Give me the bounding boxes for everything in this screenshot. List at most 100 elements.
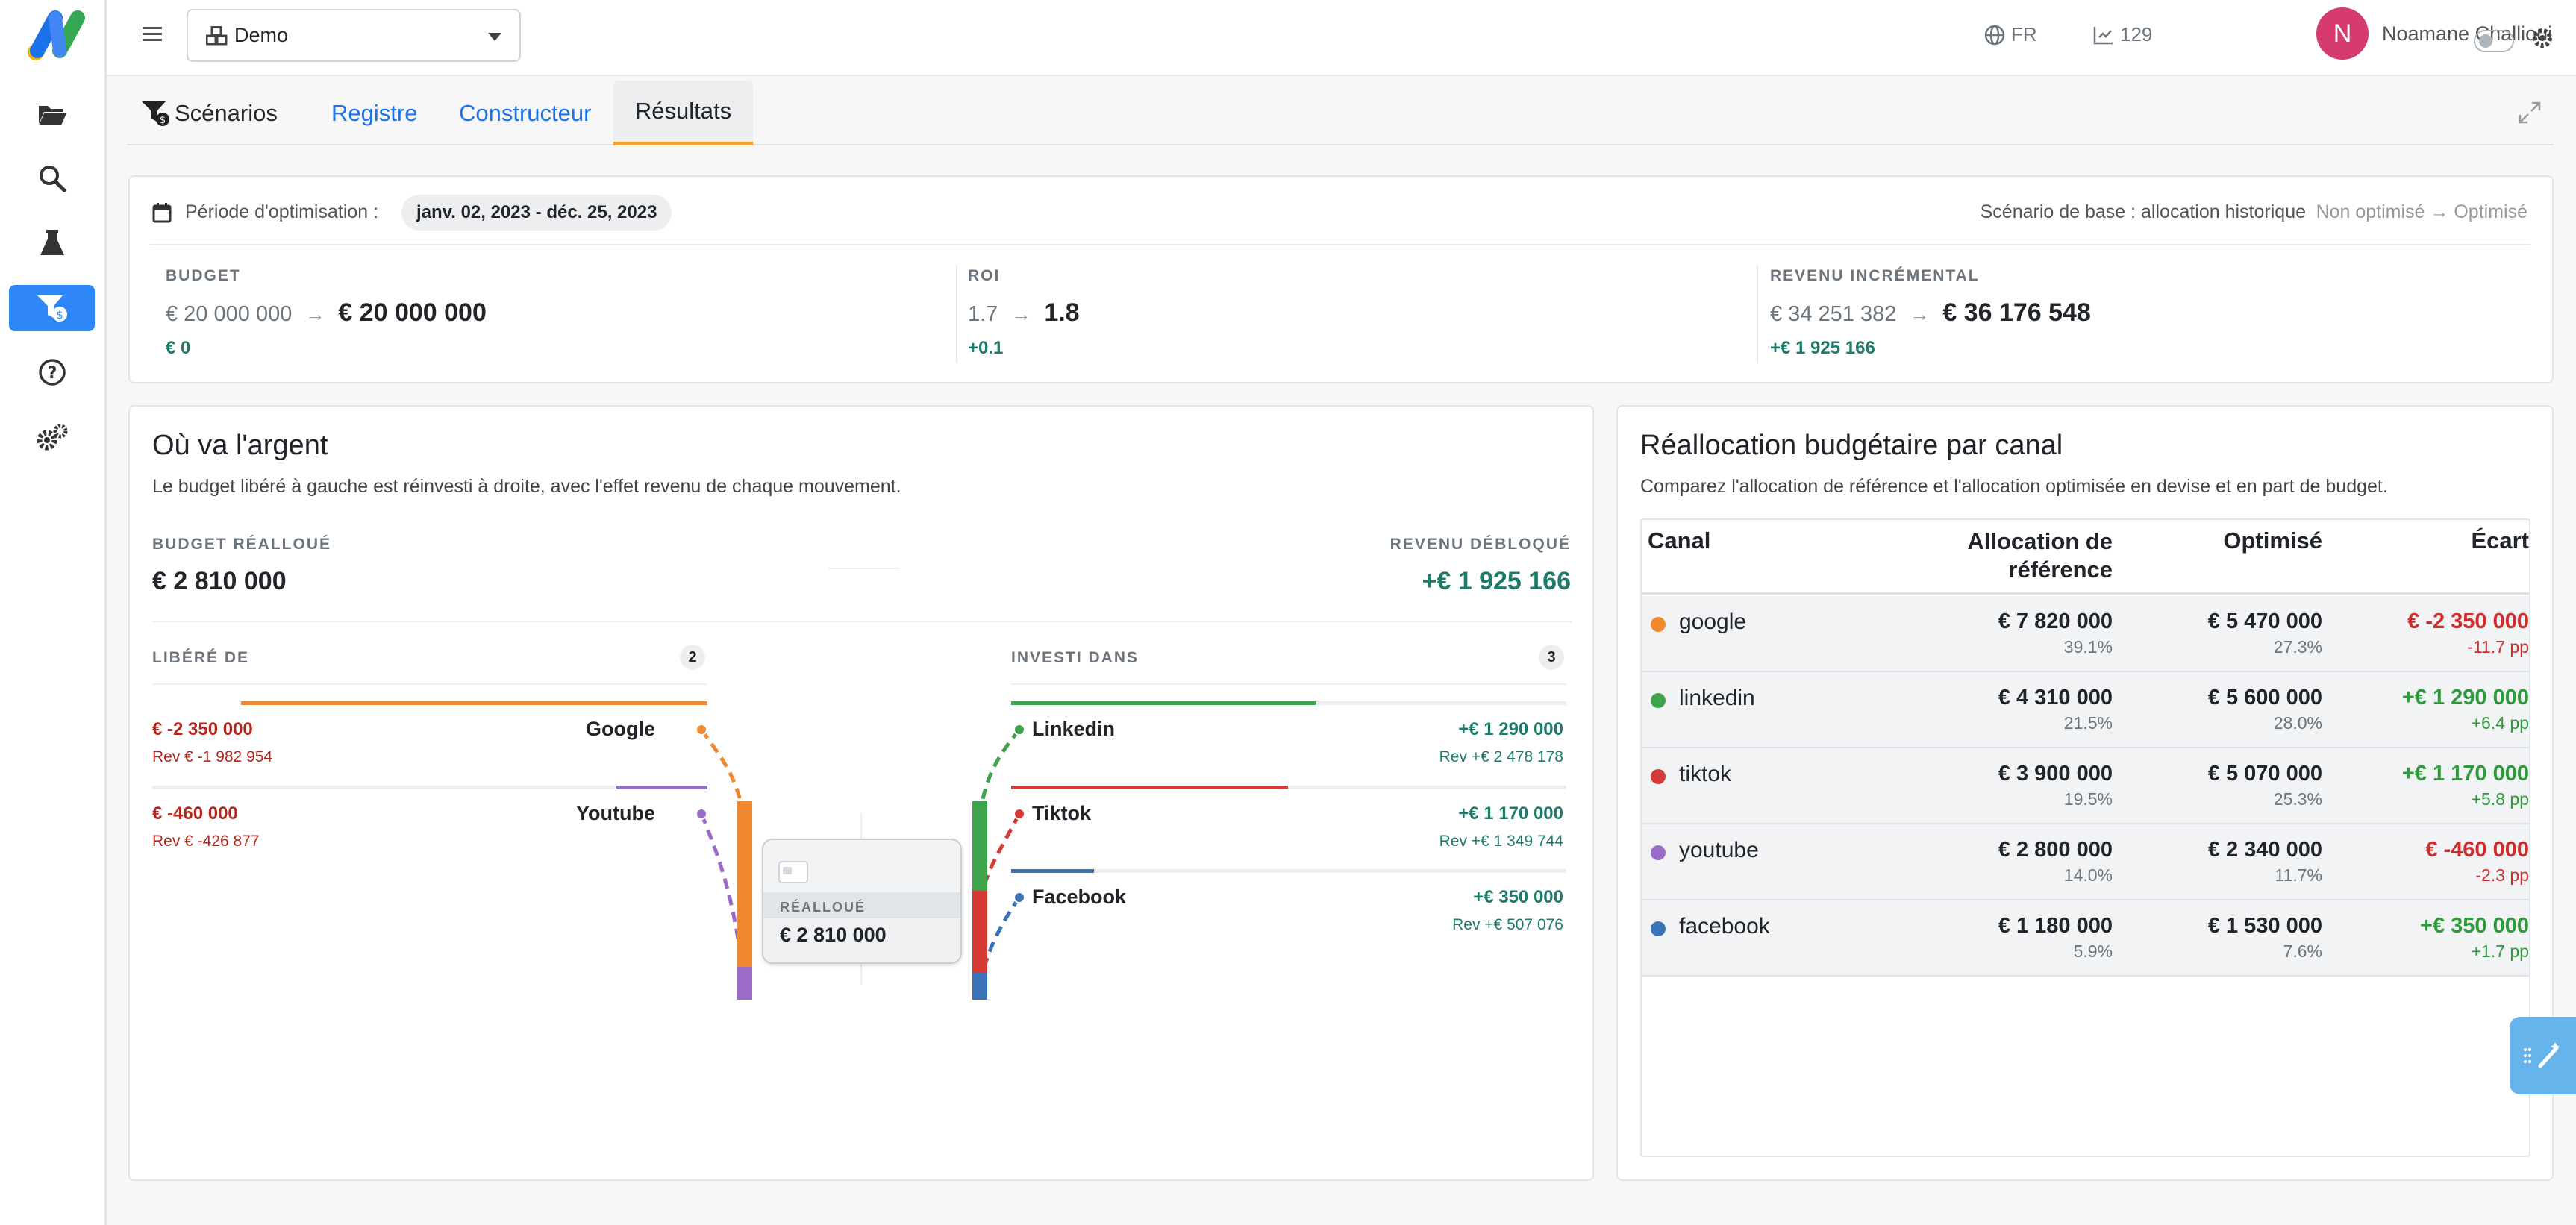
col-canal[interactable]: Canal — [1648, 527, 1711, 554]
to-channel-name: Facebook — [1032, 886, 1127, 908]
kpi-after: € 36 176 548 — [1942, 298, 2091, 327]
arrow-right-icon: → — [1910, 303, 1930, 325]
list-item[interactable]: € -2 350 000 Rev € -1 982 954 Google — [152, 701, 707, 776]
center-label: RÉALLOUÉ — [780, 900, 866, 915]
diff-cell: € -460 000 -2.3 pp — [2425, 838, 2529, 886]
sidebar-item-help[interactable]: ? — [9, 349, 95, 395]
list-item[interactable]: € -460 000 Rev € -426 877 Youtube — [152, 786, 707, 860]
opt-value: € 5 470 000 — [2207, 610, 2322, 633]
period-label: Période d'optimisation : — [185, 201, 379, 222]
flow-link-google — [699, 728, 745, 814]
kpi-after: € 20 000 000 — [338, 298, 487, 327]
sidebar: $ ? — [0, 0, 107, 1225]
table-row[interactable]: youtube € 2 800 000 14.0% € 2 340 000 11.7% €… — [1642, 824, 2529, 900]
kpi-before: 1.7 — [968, 302, 998, 326]
menu-toggle-button[interactable] — [143, 25, 162, 43]
target-node-linkedin — [972, 801, 987, 891]
ref-cell: € 2 800 000 14.0% — [1998, 838, 2113, 886]
optimization-mode: Non optimisé → Optimisé — [2316, 201, 2527, 222]
from-label: LIBÉRÉ DE — [152, 649, 250, 666]
share-bar — [1011, 869, 1094, 873]
to-revenue: Rev +€ 507 076 — [1452, 916, 1563, 933]
cubes-icon — [206, 25, 228, 45]
opt-value: € 1 530 000 — [2207, 914, 2322, 938]
linkedin-dot — [1013, 724, 1025, 736]
col-reference-line1: Allocation de — [1967, 528, 2113, 554]
sidebar-item-optimization[interactable]: $ — [9, 285, 95, 331]
table-row[interactable]: tiktok € 3 900 000 19.5% € 5 070 000 25.3% +€… — [1642, 748, 2529, 824]
app-logo[interactable] — [25, 7, 90, 61]
list-item[interactable]: Facebook +€ 350 000 Rev +€ 507 076 — [1011, 869, 1566, 944]
kpi-label: BUDGET — [166, 267, 241, 284]
to-revenue: Rev +€ 2 478 178 — [1439, 748, 1563, 765]
diff-cell: € -2 350 000 -11.7 pp — [2407, 610, 2529, 657]
toggle-switch — [2474, 30, 2514, 52]
flask-icon — [40, 230, 64, 255]
tab-registre[interactable]: Registre — [331, 99, 418, 126]
kpi-divider — [956, 265, 957, 363]
reallocated-label: BUDGET RÉALLOUÉ — [152, 536, 331, 553]
expand-icon[interactable] — [2519, 101, 2541, 124]
gear-icon — [2533, 28, 2552, 48]
col-ecart[interactable]: Écart — [2471, 527, 2529, 554]
tab-constructeur[interactable]: Constructeur — [459, 99, 592, 126]
assistant-button[interactable] — [2510, 1017, 2576, 1094]
svg-text:?: ? — [47, 364, 57, 383]
table-row[interactable]: facebook € 1 180 000 5.9% € 1 530 000 7.6% +€… — [1642, 900, 2529, 977]
from-amount: € -460 000 — [152, 803, 238, 824]
sidebar-item-search[interactable] — [9, 155, 95, 201]
theme-settings-button[interactable] — [2531, 27, 2554, 49]
source-node-youtube — [737, 967, 752, 1000]
to-label: INVESTI DANS — [1011, 649, 1139, 666]
list-item[interactable]: Tiktok +€ 1 170 000 Rev +€ 1 349 744 — [1011, 786, 1566, 860]
calendar-icon — [152, 203, 172, 223]
ref-share: 39.1% — [2063, 637, 2113, 657]
flow-link-youtube — [699, 813, 745, 978]
divider — [1011, 683, 1566, 685]
table-row[interactable]: linkedin € 4 310 000 21.5% € 5 600 000 28.0%… — [1642, 672, 2529, 748]
sidebar-item-settings[interactable] — [9, 415, 95, 461]
user-menu[interactable]: N Noamane Challioui — [2316, 7, 2552, 60]
target-node-facebook — [972, 973, 987, 1000]
channel-color-dot — [1651, 693, 1666, 708]
opt-cell: € 5 470 000 27.3% — [2208, 610, 2322, 657]
to-amount: +€ 1 170 000 — [1458, 803, 1563, 824]
channel-color-dot — [1651, 845, 1666, 860]
table-row[interactable]: google € 7 820 000 39.1% € 5 470 000 27.3% € … — [1642, 596, 2529, 672]
facebook-dot — [1013, 892, 1025, 903]
opt-share: 11.7% — [2275, 865, 2322, 885]
kpi-label: REVENU INCRÉMENTAL — [1770, 267, 1980, 284]
opt-share: 28.0% — [2273, 713, 2322, 733]
diff-pp: +1.7 pp — [2471, 942, 2529, 961]
sidebar-item-experiments[interactable] — [9, 220, 95, 266]
theme-toggle[interactable] — [2474, 30, 2514, 52]
opt-value: € 5 600 000 — [2207, 686, 2322, 709]
language-switch[interactable]: FR — [1984, 23, 2037, 46]
tab-scenarios[interactable]: $ Scénarios — [140, 81, 278, 145]
tab-resultats[interactable]: Résultats — [613, 81, 753, 145]
flow-subtitle: Le budget libéré à gauche est réinvesti … — [152, 476, 901, 497]
ref-cell: € 1 180 000 5.9% — [1998, 914, 2113, 962]
chevron-down-icon — [488, 33, 501, 41]
credit-card-icon — [778, 861, 808, 883]
list-item[interactable]: Linkedin +€ 1 290 000 Rev +€ 2 478 178 — [1011, 701, 1566, 776]
sidebar-item-projects[interactable] — [9, 91, 95, 137]
col-optimise[interactable]: Optimisé — [2223, 527, 2322, 554]
project-select[interactable]: Demo — [187, 9, 521, 62]
divider — [150, 244, 2530, 245]
realloc-title: Réallocation budgétaire par canal — [1640, 430, 2063, 461]
user-name: Noamane Challioui — [2382, 22, 2553, 45]
channel-name: google — [1679, 610, 1747, 634]
channel-name: tiktok — [1679, 762, 1732, 786]
ref-cell: € 3 900 000 19.5% — [1998, 762, 2113, 809]
from-channel-name: Google — [586, 718, 655, 740]
col-reference[interactable]: Allocation de référence — [1967, 527, 2113, 584]
kpi-revenue: REVENU INCRÉMENTAL € 34 251 382 → € 36 1… — [1770, 267, 2091, 359]
share-bar — [1011, 869, 1566, 873]
kpi-delta: € 0 — [166, 338, 191, 358]
period-value[interactable]: janv. 02, 2023 - déc. 25, 2023 — [401, 195, 672, 231]
ref-value: € 2 800 000 — [1998, 838, 2113, 862]
chart-icon — [2093, 26, 2113, 44]
usage-counter[interactable]: 129 — [2093, 23, 2152, 46]
